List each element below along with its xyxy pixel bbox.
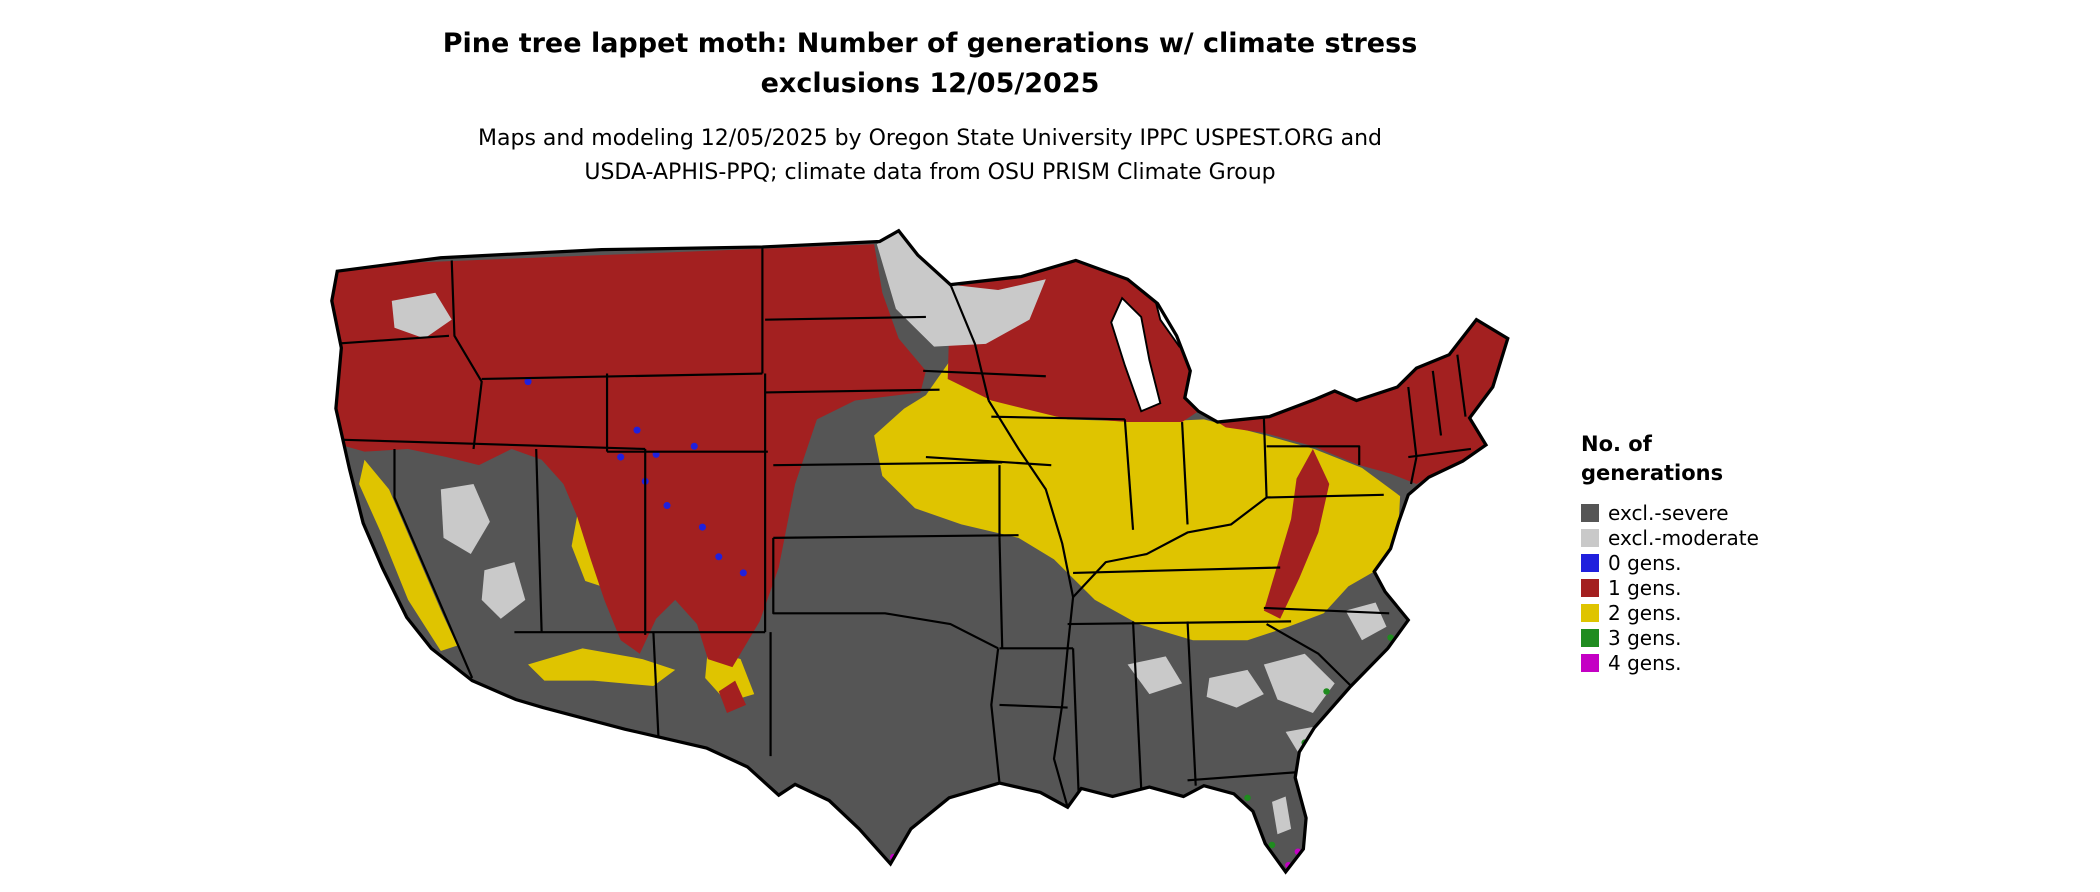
- legend-label-gens2: 2 gens.: [1608, 600, 1682, 625]
- legend-item-gens1: 1 gens.: [1581, 575, 1861, 600]
- legend-item-gens0: 0 gens.: [1581, 550, 1861, 575]
- legend-item-gens2: 2 gens.: [1581, 600, 1861, 625]
- legend-item-excl-severe: excl.-severe: [1581, 500, 1861, 525]
- legend-title-line-2: generations: [1581, 461, 1724, 485]
- legend-title-line-1: No. of: [1581, 432, 1652, 456]
- legend-swatch-gens4: [1581, 653, 1599, 672]
- legend-item-gens3: 3 gens.: [1581, 625, 1861, 650]
- legend-swatch-gens1: [1581, 578, 1599, 597]
- legend-label-gens4: 4 gens.: [1608, 650, 1682, 675]
- legend-item-gens4: 4 gens.: [1581, 650, 1861, 675]
- title-line-1: Pine tree lappet moth: Number of generat…: [442, 28, 1418, 59]
- legend-title: No. of generations: [1581, 430, 1861, 488]
- map-legend: No. of generations excl.-severe excl.-mod…: [1581, 430, 1861, 675]
- legend-swatch-excl-severe: [1581, 503, 1599, 522]
- title-line-2: exclusions 12/05/2025: [760, 68, 1100, 99]
- legend-swatch-excl-moderate: [1581, 528, 1599, 547]
- legend-label-gens0: 0 gens.: [1608, 550, 1682, 575]
- legend-swatch-gens2: [1581, 603, 1599, 622]
- legend-label-gens3: 3 gens.: [1608, 625, 1682, 650]
- region-2-gens-band: [359, 360, 1401, 703]
- legend-label-gens1: 1 gens.: [1608, 575, 1682, 600]
- subtitle-line-1: Maps and modeling 12/05/2025 by Oregon S…: [478, 126, 1382, 151]
- legend-label-excl-severe: excl.-severe: [1608, 500, 1729, 525]
- subtitle-line-2: USDA-APHIS-PPQ; climate data from OSU PR…: [584, 160, 1276, 185]
- region-4-gens-specks: [889, 848, 1302, 869]
- legend-label-excl-moderate: excl.-moderate: [1608, 525, 1759, 550]
- state-borders: [331, 246, 1472, 808]
- region-1-gens-north: [331, 244, 1508, 713]
- legend-item-excl-moderate: excl.-moderate: [1581, 525, 1861, 550]
- legend-swatch-gens3: [1581, 628, 1599, 647]
- lake-michigan-shape: [1110, 296, 1162, 413]
- legend-swatch-gens0: [1581, 553, 1599, 572]
- us-map-svg: [330, 229, 1510, 874]
- us-generations-map: [310, 220, 1550, 880]
- legend-list: excl.-severe excl.-moderate 0 gens. 1 gens.…: [1581, 500, 1861, 675]
- page-subtitle: Maps and modeling 12/05/2025 by Oregon S…: [0, 122, 1860, 190]
- map-header: Pine tree lappet moth: Number of generat…: [0, 24, 1860, 190]
- region-0-gens-specks: [524, 378, 747, 577]
- page-title: Pine tree lappet moth: Number of generat…: [0, 24, 1860, 104]
